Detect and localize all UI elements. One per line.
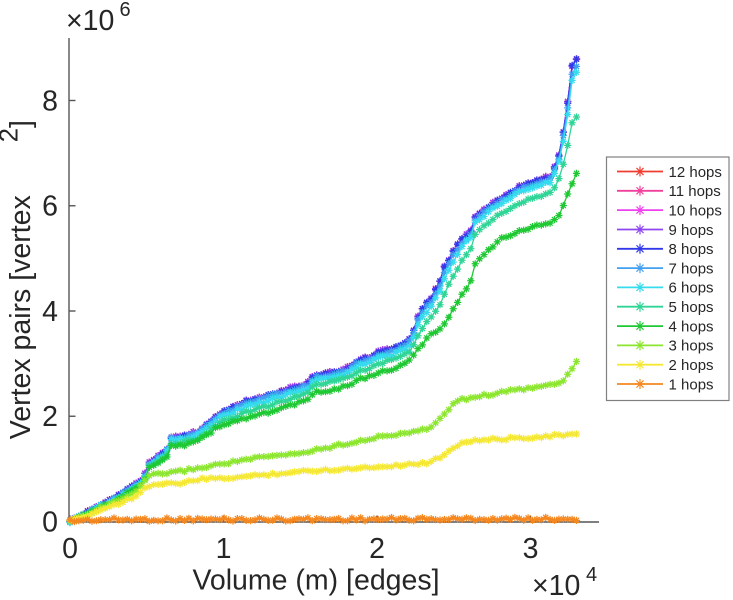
svg-text:×10: ×10: [532, 570, 580, 600]
svg-text:9 hops: 9 hops: [669, 222, 714, 239]
svg-text:Volume (m) [edges]: Volume (m) [edges]: [192, 565, 439, 597]
svg-text:2: 2: [42, 401, 58, 433]
svg-text:6: 6: [42, 191, 58, 223]
svg-text:3 hops: 3 hops: [669, 338, 714, 355]
svg-text:4: 4: [42, 296, 58, 328]
svg-text:10 hops: 10 hops: [669, 202, 722, 219]
svg-text:12 hops: 12 hops: [669, 164, 722, 181]
svg-text:2 hops: 2 hops: [669, 357, 714, 374]
svg-text:×10: ×10: [66, 5, 114, 37]
svg-text:1: 1: [216, 533, 232, 565]
svg-text:2: 2: [369, 533, 385, 565]
svg-text:11 hops: 11 hops: [669, 183, 721, 200]
svg-text:8: 8: [42, 85, 58, 117]
svg-text:6 hops: 6 hops: [669, 280, 714, 297]
svg-text:1 hops: 1 hops: [669, 376, 714, 393]
svg-text:0: 0: [62, 533, 78, 565]
svg-text:7 hops: 7 hops: [669, 260, 714, 277]
svg-text:3: 3: [523, 533, 539, 565]
svg-text:8 hops: 8 hops: [669, 241, 714, 258]
svg-text:0: 0: [42, 506, 58, 538]
svg-text:4 hops: 4 hops: [669, 318, 714, 335]
svg-text:5 hops: 5 hops: [669, 299, 714, 316]
svg-text:4: 4: [586, 564, 597, 586]
svg-text:6: 6: [120, 0, 131, 21]
